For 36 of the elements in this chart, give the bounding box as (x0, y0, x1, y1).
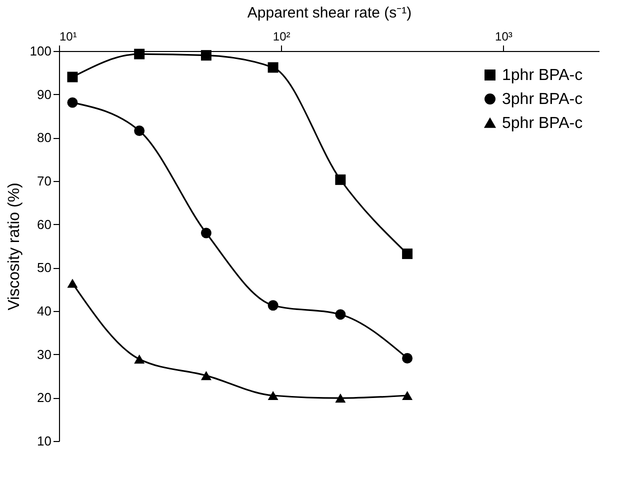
point (134, 48, 145, 60)
y-tick-label: 70 (37, 174, 52, 188)
point (402, 353, 413, 364)
point (200, 371, 212, 380)
y-tick-label: 50 (37, 260, 52, 276)
x-tick-label: 10² (272, 30, 290, 44)
y-tick-label: 40 (37, 304, 52, 318)
y-tick-label: 80 (37, 130, 52, 146)
legend-label: 5phr BPA-c (502, 115, 583, 132)
point (402, 248, 413, 260)
y-axis-title: Viscosity ratio (%) (6, 182, 23, 310)
point (268, 62, 278, 73)
point (335, 309, 346, 320)
legend-label: 1phr BPA-c (502, 67, 583, 84)
point (268, 300, 278, 311)
point (67, 97, 78, 108)
y-tick-label: 30 (37, 346, 52, 362)
legend-label: 3phr BPA-c (502, 91, 583, 108)
x-tick-label: 10³ (495, 30, 512, 44)
point (67, 278, 78, 288)
y-tick-label: 20 (37, 390, 52, 406)
point (134, 354, 145, 364)
point (67, 72, 78, 82)
x-axis-title: Apparent shear rate (s⁻¹) (247, 4, 412, 22)
point (134, 126, 145, 136)
point (200, 50, 212, 61)
point (268, 390, 278, 400)
y-tick-label: 10 (37, 434, 52, 448)
y-tick-label: 100 (30, 44, 52, 58)
point (402, 390, 413, 400)
y-tick-label: 90 (37, 86, 52, 102)
point (335, 394, 346, 403)
x-tick-label: 10¹ (60, 30, 77, 44)
point (200, 228, 212, 238)
point (335, 174, 346, 185)
y-tick-label: 60 (37, 216, 52, 232)
